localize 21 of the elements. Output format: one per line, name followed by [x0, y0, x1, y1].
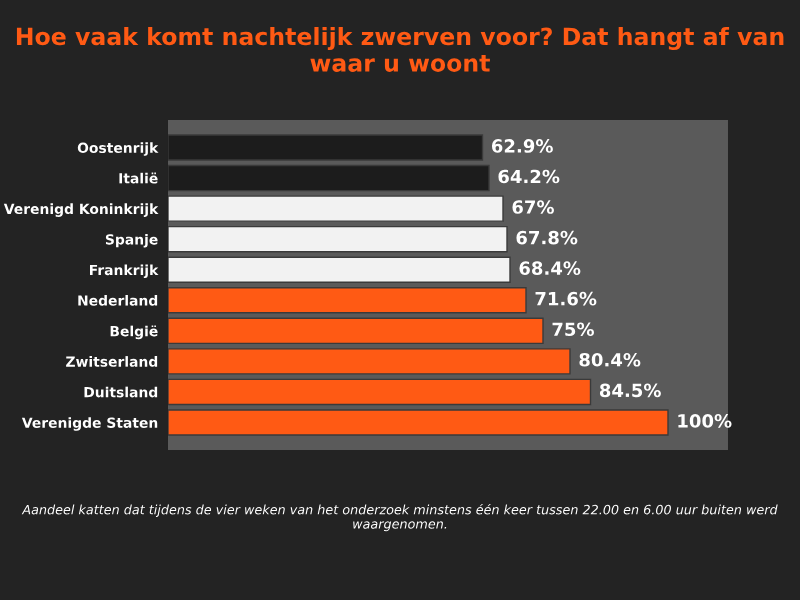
bar [168, 164, 490, 192]
data-label: 64.2% [498, 169, 560, 184]
data-label: 75% [552, 322, 594, 337]
data-label: 62.9% [491, 139, 553, 153]
data-label: 68.4% [519, 261, 581, 275]
bar [168, 378, 592, 406]
bar [168, 134, 484, 161]
bar [168, 409, 669, 436]
data-label: 100% [678, 414, 732, 428]
bar [168, 317, 544, 345]
bar [168, 256, 511, 283]
data-label: 84.5% [599, 383, 661, 398]
bar [168, 195, 504, 222]
data-label: 67% [512, 200, 554, 214]
data-label: 67.8% [516, 230, 578, 245]
data-label: 71.6% [535, 291, 597, 306]
chart-title: Hoe vaak komt nachtelijk zwerven voor? Dat hangt af van waar u woont [16, 27, 784, 72]
bar [168, 225, 508, 253]
bar [168, 348, 571, 375]
data-label: 80.4% [579, 352, 641, 367]
bar [168, 287, 527, 314]
